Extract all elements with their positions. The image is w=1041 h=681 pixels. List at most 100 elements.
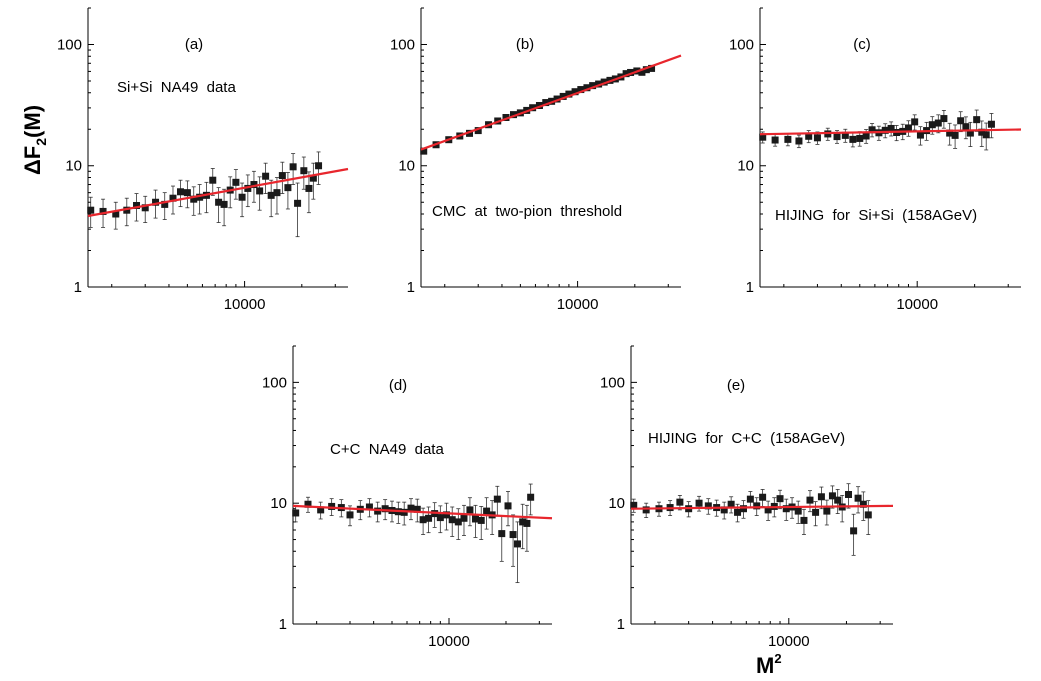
data-point bbox=[448, 516, 456, 524]
data-point bbox=[951, 131, 959, 139]
data-point bbox=[973, 116, 981, 124]
panel-label: (a) bbox=[185, 36, 203, 53]
fit-line bbox=[87, 167, 349, 218]
data-point bbox=[289, 163, 297, 171]
data-point bbox=[622, 70, 630, 78]
data-point bbox=[474, 127, 482, 135]
panel-label: (c) bbox=[853, 36, 871, 53]
data-point bbox=[190, 195, 198, 203]
panel-annotation: C+C NA49 data bbox=[330, 441, 444, 458]
data-point bbox=[493, 495, 501, 503]
y-tick-label: 10 bbox=[270, 495, 287, 512]
data-point bbox=[328, 502, 336, 510]
data-point bbox=[141, 204, 149, 212]
x-tick-label: 10000 bbox=[768, 633, 810, 650]
panel-label: (b) bbox=[516, 36, 534, 53]
data-point bbox=[734, 508, 742, 516]
data-point bbox=[759, 133, 767, 141]
data-point bbox=[278, 172, 286, 180]
x-tick-label: 10000 bbox=[896, 296, 938, 313]
data-point bbox=[962, 123, 970, 131]
data-point bbox=[535, 101, 543, 109]
data-point bbox=[630, 501, 638, 509]
data-point bbox=[284, 184, 292, 192]
data-point bbox=[420, 147, 428, 155]
y-tick-label: 1 bbox=[746, 279, 754, 296]
data-point bbox=[99, 207, 107, 215]
data-point bbox=[850, 527, 858, 535]
data-point bbox=[256, 187, 264, 195]
y-axis-label: ΔF2(M) bbox=[20, 105, 49, 175]
data-point bbox=[746, 495, 754, 503]
data-point bbox=[856, 134, 864, 142]
data-point bbox=[764, 506, 772, 514]
data-point bbox=[442, 511, 450, 519]
y-tick-label: 100 bbox=[262, 374, 287, 391]
data-point bbox=[529, 104, 537, 112]
data-point bbox=[454, 518, 462, 526]
data-point bbox=[864, 511, 872, 519]
data-point bbox=[504, 502, 512, 510]
data-point bbox=[854, 494, 862, 502]
data-point bbox=[795, 137, 803, 145]
data-point bbox=[183, 189, 191, 197]
data-point bbox=[782, 505, 790, 513]
fit-line bbox=[630, 504, 894, 510]
chart-panel: 1 10 100 10000 (a) Si+Si NA49 data bbox=[57, 7, 349, 313]
data-point bbox=[381, 505, 389, 513]
data-point bbox=[800, 516, 808, 524]
panel-label: (e) bbox=[727, 377, 745, 394]
data-point bbox=[849, 135, 857, 143]
data-point bbox=[460, 514, 468, 522]
data-point bbox=[169, 194, 177, 202]
data-point bbox=[916, 131, 924, 139]
data-point bbox=[315, 162, 323, 170]
data-point bbox=[498, 530, 506, 538]
data-point bbox=[232, 178, 240, 186]
y-tick-label: 1 bbox=[279, 616, 287, 633]
data-point bbox=[262, 172, 270, 180]
data-point bbox=[695, 499, 703, 507]
data-point bbox=[638, 68, 646, 76]
data-point bbox=[519, 518, 527, 526]
data-point bbox=[509, 531, 517, 539]
data-point bbox=[911, 118, 919, 126]
data-point bbox=[133, 202, 141, 210]
data-point bbox=[784, 135, 792, 143]
data-point bbox=[904, 124, 912, 132]
data-point bbox=[176, 188, 184, 196]
y-tick-label: 1 bbox=[74, 279, 82, 296]
y-tick-label: 100 bbox=[57, 36, 82, 53]
y-tick-label: 10 bbox=[608, 495, 625, 512]
x-tick-label: 10000 bbox=[557, 296, 599, 313]
data-point bbox=[823, 507, 831, 515]
data-point bbox=[887, 124, 895, 132]
data-point bbox=[776, 495, 784, 503]
data-point bbox=[305, 184, 313, 192]
data-point bbox=[595, 80, 603, 88]
data-point bbox=[940, 115, 948, 123]
data-point bbox=[806, 496, 814, 504]
data-point bbox=[471, 515, 479, 523]
chart-panel: 1 10 100 10000 (c) HIJING for Si+Si (158AGeV) bbox=[729, 7, 1022, 313]
data-point bbox=[794, 507, 802, 515]
data-point bbox=[523, 519, 531, 527]
data-point bbox=[250, 181, 258, 189]
data-point bbox=[374, 507, 382, 515]
data-point bbox=[753, 502, 761, 510]
chart-panel: 1 10 100 10000 (e) HIJING for C+C (158AGeV) bbox=[600, 345, 894, 650]
data-point bbox=[559, 92, 567, 100]
chart-panel: 1 10 100 10000 (d) C+C NA49 data bbox=[262, 345, 553, 650]
data-point bbox=[583, 84, 591, 92]
data-point bbox=[209, 176, 217, 184]
data-point bbox=[881, 126, 889, 134]
data-point bbox=[273, 189, 281, 197]
y-tick-label: 10 bbox=[65, 158, 82, 175]
data-point bbox=[833, 133, 841, 141]
data-point bbox=[553, 95, 561, 103]
data-point bbox=[600, 78, 608, 86]
data-point bbox=[542, 99, 550, 107]
data-point bbox=[642, 506, 650, 514]
data-point bbox=[987, 120, 995, 128]
data-point bbox=[365, 503, 373, 511]
